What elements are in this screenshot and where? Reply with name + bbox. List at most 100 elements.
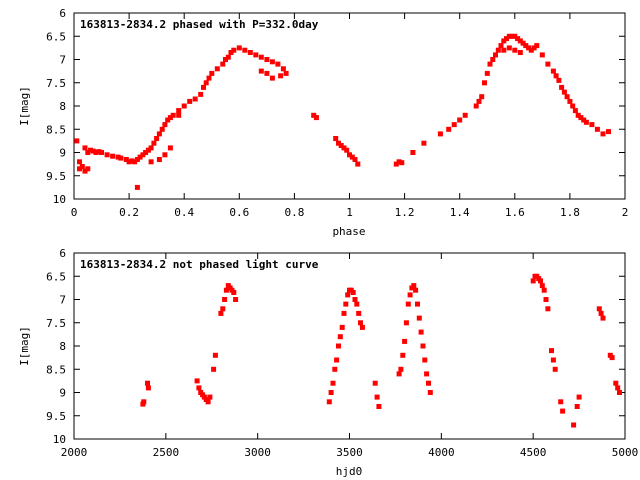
data-point xyxy=(352,297,358,302)
data-point xyxy=(341,310,347,316)
data-point xyxy=(201,84,206,90)
data-point xyxy=(396,371,402,377)
top-axis-ticks: 0 0.2 0.4 0.6 0.8 1 1.2 1.4 1.6 1.8 2 6 6.5 7 7.5 8 8.5 9… xyxy=(46,7,628,219)
x-tick-label: 3500 xyxy=(336,446,363,459)
y-tick-label: 8.5 xyxy=(46,363,66,376)
data-point xyxy=(399,160,405,166)
data-point xyxy=(356,310,362,316)
data-point xyxy=(162,152,168,158)
phased-light-curve-panel: 163813-2834.2 phased with P=332.0day pha… xyxy=(18,7,628,238)
data-point xyxy=(211,366,217,372)
data-point xyxy=(82,145,88,151)
data-point xyxy=(231,47,237,53)
y-tick-label: 9 xyxy=(59,387,66,400)
data-point xyxy=(402,338,408,344)
data-point xyxy=(534,43,540,49)
y-tick-label: 10 xyxy=(53,433,66,446)
data-point xyxy=(437,131,443,137)
data-point xyxy=(490,57,496,62)
data-point xyxy=(311,112,317,118)
bottom-x-axis-label: hjd0 xyxy=(336,465,363,478)
data-point xyxy=(416,315,422,321)
data-point xyxy=(457,117,463,123)
data-point xyxy=(269,59,275,65)
data-point xyxy=(85,166,91,172)
data-point xyxy=(545,61,551,67)
data-point xyxy=(118,155,124,161)
data-point xyxy=(574,404,580,409)
data-point xyxy=(205,399,211,405)
data-point xyxy=(407,292,413,298)
data-point xyxy=(451,122,457,128)
data-point xyxy=(283,70,289,76)
data-point xyxy=(572,108,578,114)
data-point xyxy=(581,117,587,123)
data-point xyxy=(501,47,507,53)
data-point xyxy=(338,143,344,148)
x-tick-label: 0.4 xyxy=(174,206,194,219)
data-point xyxy=(151,140,157,146)
data-point xyxy=(132,159,138,165)
data-point xyxy=(598,310,604,316)
x-tick-label: 0 xyxy=(71,206,78,219)
y-tick-label: 8 xyxy=(59,100,66,113)
x-tick-label: 4500 xyxy=(520,446,547,459)
data-point xyxy=(332,366,338,372)
data-point xyxy=(104,152,110,158)
data-point xyxy=(336,140,341,146)
data-point xyxy=(162,122,168,128)
x-tick-label: 1.8 xyxy=(560,206,580,219)
data-point xyxy=(165,117,171,123)
data-point xyxy=(512,47,518,53)
data-point xyxy=(140,152,146,158)
data-point xyxy=(242,47,248,53)
data-point xyxy=(561,89,567,95)
data-point xyxy=(247,50,253,55)
data-point xyxy=(545,306,551,312)
data-point xyxy=(170,112,176,118)
data-point xyxy=(355,161,361,167)
top-y-axis-label: I[mag] xyxy=(18,86,31,126)
data-point xyxy=(343,301,349,307)
data-point xyxy=(473,103,479,109)
data-point xyxy=(596,306,602,312)
x-tick-label: 2000 xyxy=(61,446,88,459)
data-point xyxy=(550,357,556,363)
data-point xyxy=(589,122,595,128)
data-point xyxy=(220,61,226,67)
data-point xyxy=(594,126,600,132)
data-point xyxy=(253,52,259,58)
x-tick-label: 3000 xyxy=(244,446,271,459)
data-point xyxy=(405,301,411,307)
data-point xyxy=(570,103,576,109)
data-point xyxy=(206,75,212,81)
x-tick-label: 2500 xyxy=(153,446,180,459)
data-point xyxy=(218,310,224,316)
data-point xyxy=(427,390,433,395)
data-point xyxy=(167,115,173,121)
data-point xyxy=(615,385,621,391)
data-point xyxy=(479,94,485,100)
data-point xyxy=(553,73,559,79)
data-point xyxy=(613,380,619,386)
data-point xyxy=(495,47,501,53)
data-point xyxy=(278,73,284,79)
data-point xyxy=(330,380,336,386)
data-point xyxy=(411,283,417,289)
data-point xyxy=(420,343,426,349)
data-point xyxy=(258,54,264,60)
data-point xyxy=(203,80,209,86)
data-point xyxy=(560,408,566,414)
data-point xyxy=(556,77,562,83)
data-point xyxy=(280,66,286,72)
data-point xyxy=(77,166,82,172)
data-point xyxy=(520,40,526,46)
data-point xyxy=(236,45,242,51)
x-tick-label: 1.2 xyxy=(395,206,415,219)
y-tick-label: 8 xyxy=(59,340,66,353)
data-point xyxy=(145,380,150,386)
data-point xyxy=(220,306,226,312)
data-point xyxy=(476,98,482,104)
data-point xyxy=(333,136,339,141)
x-tick-label: 1.6 xyxy=(505,206,525,219)
